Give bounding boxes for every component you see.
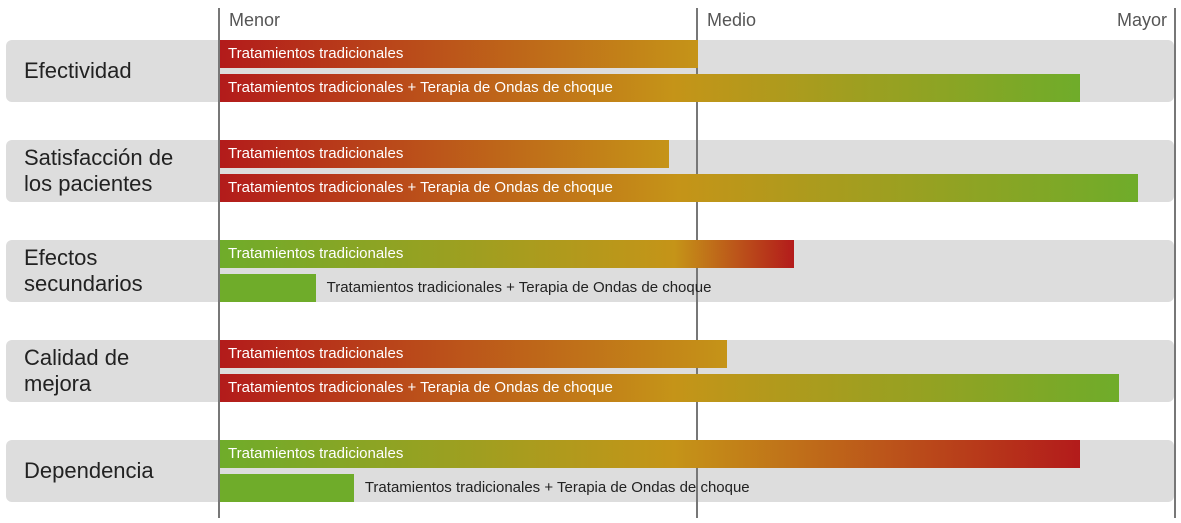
bar-label: Tratamientos tradicionales + Terapia de … [228,379,613,396]
bar [220,174,1138,202]
category-label: Satisfacción de los pacientes [24,145,174,196]
bar [220,340,727,368]
bar-label: Tratamientos tradicionales [228,345,404,362]
bar [220,40,698,68]
category-label: Calidad de mejora [24,345,130,396]
bar-label: Tratamientos tradicionales [228,445,404,462]
gridline [218,8,220,518]
bar-label: Tratamientos tradicionales [228,45,404,62]
bar [220,374,1119,402]
bar-label: Tratamientos tradicionales + Terapia de … [228,179,613,196]
bar-label: Tratamientos tradicionales [228,245,404,262]
bar [220,474,354,502]
bar-label: Tratamientos tradicionales + Terapia de … [326,279,712,296]
bar-label: Tratamientos tradicionales + Terapia de … [228,79,613,96]
bar [220,274,316,302]
category-label: Efectividad [24,58,132,83]
bar [220,440,1081,468]
category-label: Efectos secundarios [24,245,143,296]
scale-label: Mayor [1117,10,1168,30]
scale-label: Menor [229,10,281,30]
bar [220,140,670,168]
bar-label: Tratamientos tradicionales [228,145,404,162]
category-label: Dependencia [24,458,154,483]
bar [220,240,794,268]
scale-label: Medio [707,10,757,30]
bar [220,74,1081,102]
gridline [1174,8,1176,518]
bar-label: Tratamientos tradicionales + Terapia de … [364,479,750,496]
